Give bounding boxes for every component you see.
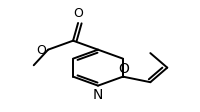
Text: O: O <box>73 7 83 20</box>
Text: N: N <box>93 87 103 101</box>
Text: O: O <box>37 43 47 56</box>
Text: O: O <box>119 62 129 75</box>
